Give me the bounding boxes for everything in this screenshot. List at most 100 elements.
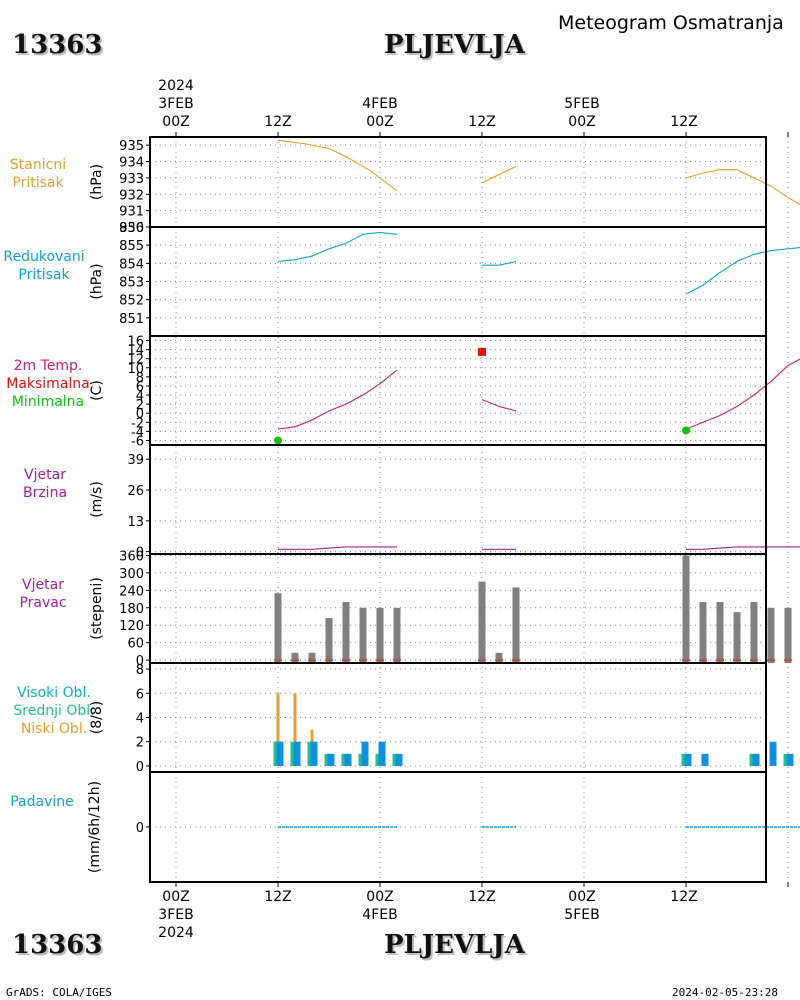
cloud-bar [786,753,794,766]
unit-label: (hPa) [89,164,105,200]
label-temp-max: Maksimalna [6,376,90,392]
top-tick-12z-2: 12Z [468,114,496,130]
top-tick-00z-1: 00Z [162,114,190,130]
unit-label: (mm/6h/12h) [87,781,103,873]
y-tick-label: -6 [131,434,144,449]
y-tick-label: 2 [136,398,144,413]
cloud-bar [681,753,687,766]
y-tick-label: 360 [119,549,144,564]
label-precipitation: Padavine [0,793,84,811]
wind-direction-bar [478,581,486,664]
y-tick-label: -2 [131,416,144,431]
cloud-bar [276,693,280,766]
y-tick-label: 0 [136,760,144,775]
y-tick-label: 6 [136,380,144,395]
generation-timestamp: 2024-02-05-23:28 [672,986,778,999]
bottom-year-label: 2024 [158,925,194,941]
unit-label: (8/8) [89,701,105,734]
cloud-bar [684,753,692,766]
top-date-3feb: 3FEB [158,96,194,112]
top-date-5feb: 5FEB [564,96,600,112]
y-tick-label: 39 [127,453,144,468]
y-tick-label: 4 [136,712,144,727]
cloud-bar [307,741,313,766]
cloud-bar [341,753,347,766]
series-line [482,260,517,266]
unit-label: (hPa) [89,263,105,299]
y-tick-label: 13 [127,515,144,530]
cloud-bar [701,753,709,766]
cloud-bar [378,741,386,766]
wind-direction-bar [342,601,350,664]
cloud-bar [344,753,352,766]
y-tick-label: 26 [127,484,144,499]
wind-direction-bar [512,587,520,664]
label-temp-2m: 2m Temp. [13,358,83,374]
top-tick-12z-3: 12Z [670,114,698,130]
label-wind-direction-line1: Vjetar [22,577,64,593]
label-reduced-pressure-line1: Redukovani [3,249,85,265]
wind-direction-bar [274,593,282,664]
cloud-bar [290,741,296,766]
y-tick-label: 16 [127,335,144,350]
tmax-marker [478,347,486,356]
tmin-marker [274,436,282,445]
top-date-4feb: 4FEB [362,96,398,112]
station-name-bottom: PLJEVLJA [384,930,525,960]
y-tick-label: 935 [119,139,144,154]
bottom-tick-00z-2: 00Z [366,889,394,905]
top-tick-12z-1: 12Z [264,114,292,130]
wind-direction-bar [291,652,299,664]
label-clouds-low: Niski Obl. [20,721,88,737]
wind-direction-bar [308,652,316,664]
y-tick-label: 240 [119,584,144,599]
label-station-pressure-line2: Pritisak [12,175,64,191]
wind-direction-bar [784,607,792,664]
bottom-date-3feb: 3FEB [158,907,194,923]
series-line [481,166,517,184]
y-tick-label: 120 [119,619,144,634]
y-tick-label: 8 [136,663,144,678]
y-tick-label: 854 [119,257,144,272]
bottom-tick-12z-2: 12Z [468,889,496,905]
wind-direction-bar [376,607,384,664]
label-reduced-pressure: Redukovani Pritisak [0,248,88,284]
y-tick-label: 4 [136,389,144,404]
series-line [481,399,517,412]
unit-label: (C) [89,380,105,401]
panel-frame [149,444,767,555]
y-tick-label: 300 [119,567,144,582]
y-tick-label: 14 [127,344,144,359]
y-tick-label: 0 [136,546,144,561]
y-tick-label: 60 [127,637,144,652]
y-tick-label: 853 [119,276,144,291]
label-wind-direction: Vjetar Pravac [0,576,86,612]
series-line [685,169,800,206]
y-tick-label: 934 [119,156,144,171]
unit-label: (m/s) [89,481,105,518]
y-tick-label: 933 [119,172,144,187]
wind-direction-bar [495,652,503,664]
bottom-tick-12z-3: 12Z [670,889,698,905]
series-line [277,369,398,430]
label-station-pressure: Stanicni Pritisak [0,156,76,192]
y-tick-label: 0 [136,654,144,669]
unit-label: (stepeni) [89,577,105,640]
y-tick-label: 2 [136,736,144,751]
station-name-top: PLJEVLJA [384,30,525,60]
cloud-bar [769,741,777,766]
y-tick-label: 180 [119,602,144,617]
label-temperature: 2m Temp. Maksimalna Minimalna [0,357,96,411]
top-tick-00z-3: 00Z [568,114,596,130]
cloud-bar [395,753,403,766]
series-line [277,139,398,192]
label-clouds-mid: Srednji Obl. [13,703,95,719]
cloud-bar [361,741,369,766]
series-line [685,246,800,295]
meteogram-subtitle: Meteogram Osmatranja [558,12,784,34]
label-wind-speed: Vjetar Brzina [0,466,90,502]
cloud-bar [392,753,398,766]
cloud-bar [324,753,330,766]
cloud-bar [752,753,760,766]
